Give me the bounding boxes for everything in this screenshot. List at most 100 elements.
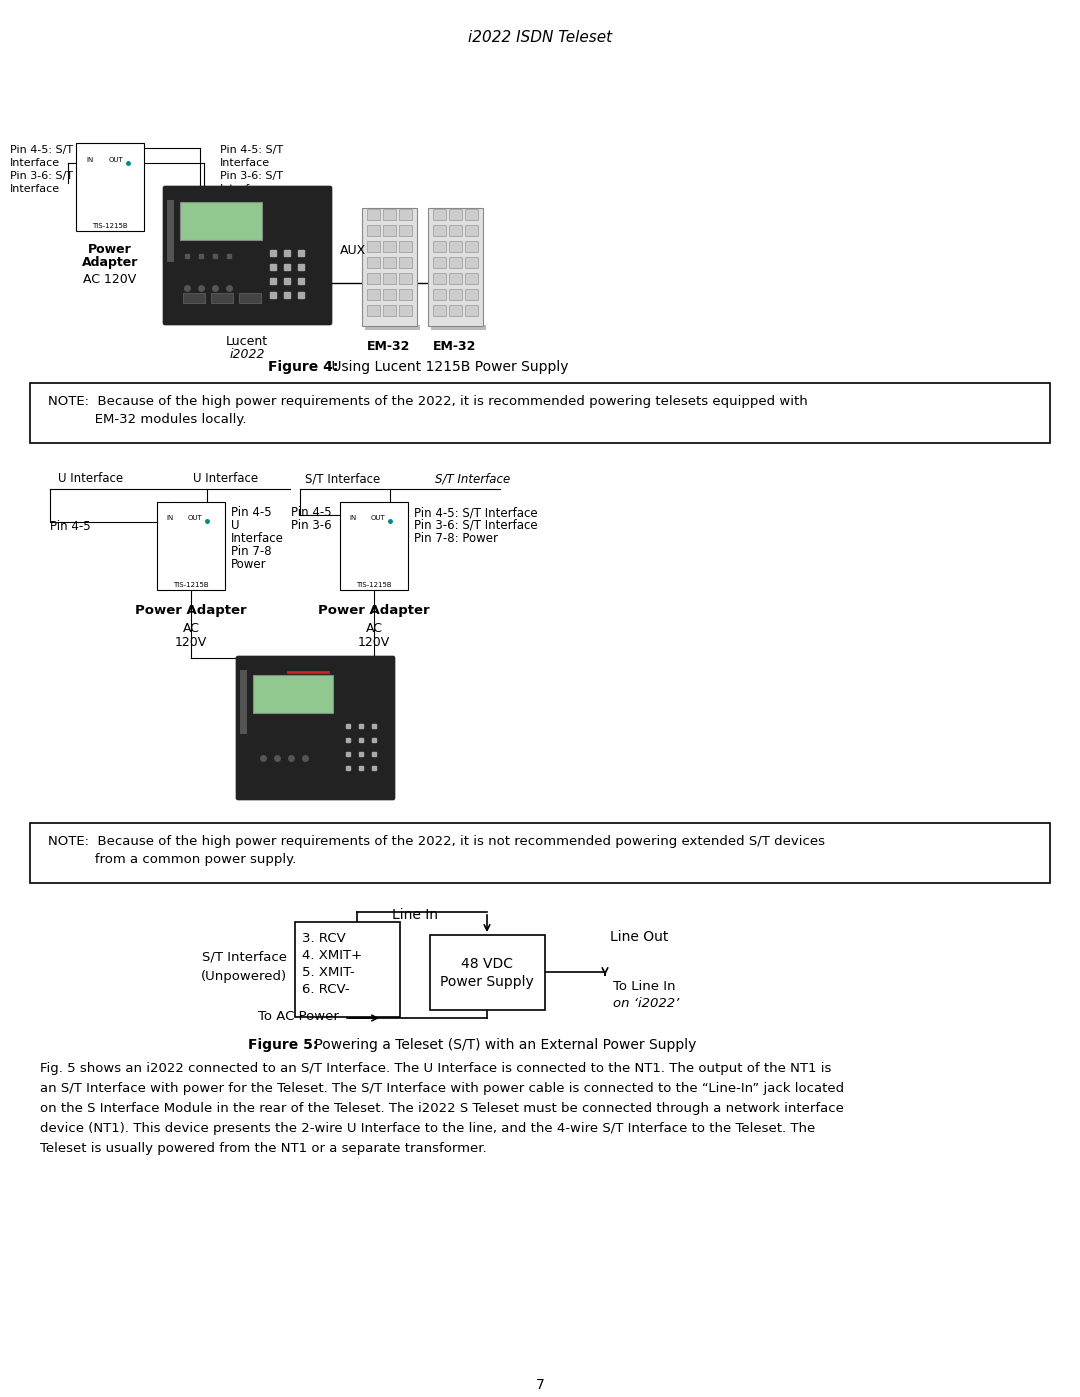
Bar — [367, 210, 380, 219]
Text: 48 VDC: 48 VDC — [461, 957, 513, 971]
Text: U: U — [231, 520, 240, 532]
Bar — [367, 225, 380, 236]
Text: Pin 4-5: S/T: Pin 4-5: S/T — [220, 145, 283, 155]
Text: device (NT1). This device presents the 2-wire U Interface to the line, and the 4: device (NT1). This device presents the 2… — [40, 1122, 815, 1134]
Text: (Unpowered): (Unpowered) — [201, 970, 287, 983]
Bar — [367, 242, 380, 251]
Text: Interface: Interface — [10, 158, 60, 168]
Bar — [211, 293, 233, 303]
Bar — [239, 293, 261, 303]
Text: Pin 7-8: Pin 7-8 — [231, 545, 272, 557]
Bar — [428, 208, 483, 326]
Text: 3. RCV: 3. RCV — [302, 932, 346, 944]
Text: U Interface: U Interface — [58, 472, 123, 485]
Text: S/T Interface: S/T Interface — [305, 472, 380, 485]
Bar — [383, 257, 396, 268]
Bar — [76, 142, 144, 231]
Text: OUT: OUT — [109, 156, 123, 163]
Text: Pin 4-5: Pin 4-5 — [50, 520, 91, 534]
Bar — [449, 305, 462, 316]
Text: an S/T Interface with power for the Teleset. The S/T Interface with power cable : an S/T Interface with power for the Tele… — [40, 1083, 845, 1095]
Text: Figure 4:: Figure 4: — [268, 360, 338, 374]
Text: Adapter: Adapter — [82, 256, 138, 270]
Bar — [433, 305, 446, 316]
Text: S/T Interface: S/T Interface — [202, 950, 287, 963]
Text: TIS-1215B: TIS-1215B — [92, 224, 127, 229]
Bar — [399, 225, 411, 236]
Text: IN: IN — [86, 156, 94, 163]
Bar — [383, 225, 396, 236]
Bar — [449, 242, 462, 251]
Bar — [399, 257, 411, 268]
Bar — [383, 272, 396, 284]
Text: AC: AC — [183, 622, 200, 636]
Text: 6. RCV-: 6. RCV- — [302, 983, 350, 996]
Text: i2022 ISDN Teleset: i2022 ISDN Teleset — [468, 29, 612, 45]
Bar — [340, 502, 408, 590]
Text: Using Lucent 1215B Power Supply: Using Lucent 1215B Power Supply — [327, 360, 568, 374]
Bar — [449, 210, 462, 219]
Text: Pin 4-5: Pin 4-5 — [231, 506, 272, 520]
Bar — [399, 210, 411, 219]
Bar — [367, 305, 380, 316]
Text: Interface: Interface — [231, 532, 284, 545]
Text: EM-32 modules locally.: EM-32 modules locally. — [48, 414, 246, 426]
Bar — [465, 257, 478, 268]
Bar — [383, 305, 396, 316]
Text: Pin 3-6: S/T: Pin 3-6: S/T — [10, 170, 73, 182]
Text: Pin 3-6: Pin 3-6 — [292, 520, 332, 532]
Text: Power: Power — [89, 243, 132, 256]
Text: Pin 7-8: Power: Pin 7-8: Power — [220, 197, 299, 207]
Bar — [183, 293, 205, 303]
Bar — [367, 272, 380, 284]
Bar — [383, 289, 396, 300]
Text: Pin 4-5: Pin 4-5 — [292, 506, 332, 520]
Bar — [157, 502, 225, 590]
Bar — [362, 208, 417, 326]
Bar — [449, 225, 462, 236]
Text: 7: 7 — [536, 1377, 544, 1391]
Text: Interface: Interface — [10, 184, 60, 194]
Text: AUX: AUX — [340, 243, 366, 257]
Bar — [465, 289, 478, 300]
Text: OUT: OUT — [188, 515, 202, 521]
Text: Lucent: Lucent — [226, 335, 268, 348]
Bar — [449, 272, 462, 284]
Text: Fig. 5 shows an i2022 connected to an S/T Interface. The U Interface is connecte: Fig. 5 shows an i2022 connected to an S/… — [40, 1062, 832, 1076]
Text: Power Supply: Power Supply — [441, 975, 534, 989]
Bar — [253, 675, 333, 712]
Text: TIS-1215B: TIS-1215B — [173, 583, 208, 588]
Bar — [433, 242, 446, 251]
Text: NOTE:  Because of the high power requirements of the 2022, it is recommended pow: NOTE: Because of the high power requirem… — [48, 395, 808, 408]
Text: Line Out: Line Out — [610, 930, 669, 944]
Text: OUT: OUT — [370, 515, 386, 521]
Text: AC: AC — [365, 622, 382, 636]
Bar — [30, 383, 1050, 443]
Bar — [465, 242, 478, 251]
Text: on ‘i2022’: on ‘i2022’ — [613, 997, 679, 1010]
Bar — [295, 922, 400, 1017]
Text: Pin 4-5: S/T: Pin 4-5: S/T — [10, 145, 73, 155]
Bar — [431, 326, 486, 330]
Text: Power: Power — [231, 557, 267, 571]
Text: 120V: 120V — [357, 636, 390, 650]
Bar — [433, 257, 446, 268]
Text: NOTE:  Because of the high power requirements of the 2022, it is not recommended: NOTE: Because of the high power requirem… — [48, 835, 825, 848]
Text: Pin 3-6: S/T: Pin 3-6: S/T — [220, 170, 283, 182]
Bar — [449, 289, 462, 300]
FancyBboxPatch shape — [237, 657, 394, 799]
Text: To AC Power: To AC Power — [258, 1010, 339, 1023]
Text: on the S Interface Module in the rear of the Teleset. The i2022 S Teleset must b: on the S Interface Module in the rear of… — [40, 1102, 843, 1115]
Bar — [433, 225, 446, 236]
Bar — [465, 210, 478, 219]
FancyBboxPatch shape — [163, 187, 332, 324]
Text: Teleset is usually powered from the NT1 or a separate transformer.: Teleset is usually powered from the NT1 … — [40, 1141, 487, 1155]
Bar — [433, 272, 446, 284]
Text: Power Adapter: Power Adapter — [135, 604, 247, 617]
Bar — [449, 257, 462, 268]
Text: Pin 7-8: Power: Pin 7-8: Power — [414, 532, 498, 545]
Bar — [465, 225, 478, 236]
Bar — [399, 272, 411, 284]
Text: Power Adapter: Power Adapter — [319, 604, 430, 617]
Bar — [383, 210, 396, 219]
